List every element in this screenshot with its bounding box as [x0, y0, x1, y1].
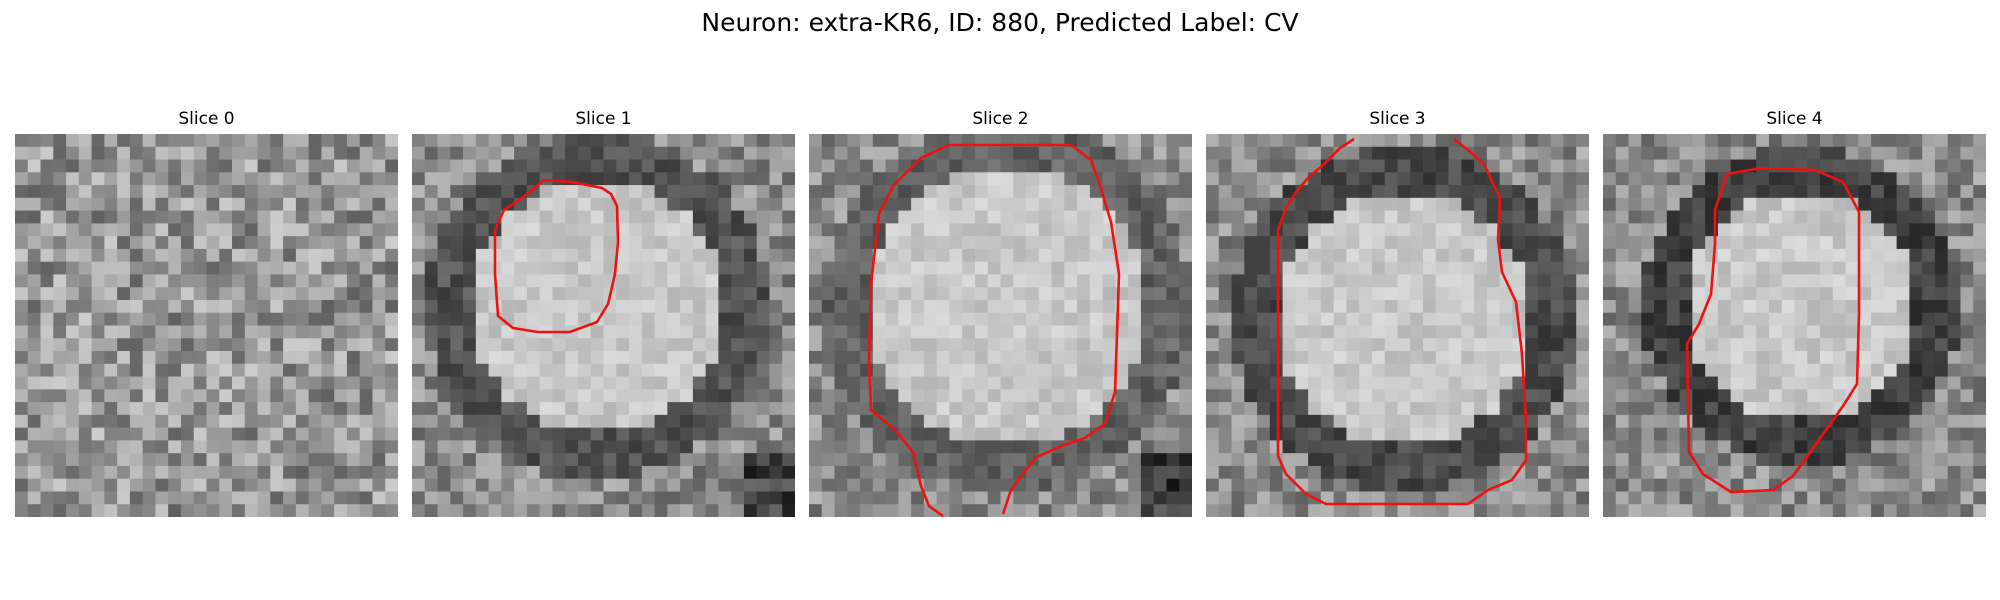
cell-contour-4: [1685, 166, 1861, 494]
slice-panel-2: Slice 2: [809, 108, 1192, 517]
slice-title-3: Slice 3: [1369, 109, 1426, 129]
slice-image-0: [15, 134, 398, 517]
slice-image-4: [1603, 134, 1986, 517]
cell-contour-1: [493, 178, 620, 334]
cell-contour-3: [1276, 137, 1528, 506]
slice-title-1: Slice 1: [575, 109, 632, 129]
slice-title-4: Slice 4: [1766, 109, 1823, 129]
slice-image-1: [412, 134, 795, 517]
slice-image-3: [1206, 134, 1589, 517]
slice-title-2: Slice 2: [972, 109, 1029, 129]
slice-panel-0: Slice 0: [15, 108, 398, 517]
slice-panel-1: Slice 1: [412, 108, 795, 517]
cell-contour-2: [867, 143, 1121, 517]
slice-panel-3: Slice 3: [1206, 108, 1589, 517]
slice-title-0: Slice 0: [178, 109, 235, 129]
slice-panel-4: Slice 4: [1603, 108, 1986, 517]
slice-image-2: [809, 134, 1192, 517]
figure-title: Neuron: extra-KR6, ID: 880, Predicted La…: [701, 8, 1299, 37]
